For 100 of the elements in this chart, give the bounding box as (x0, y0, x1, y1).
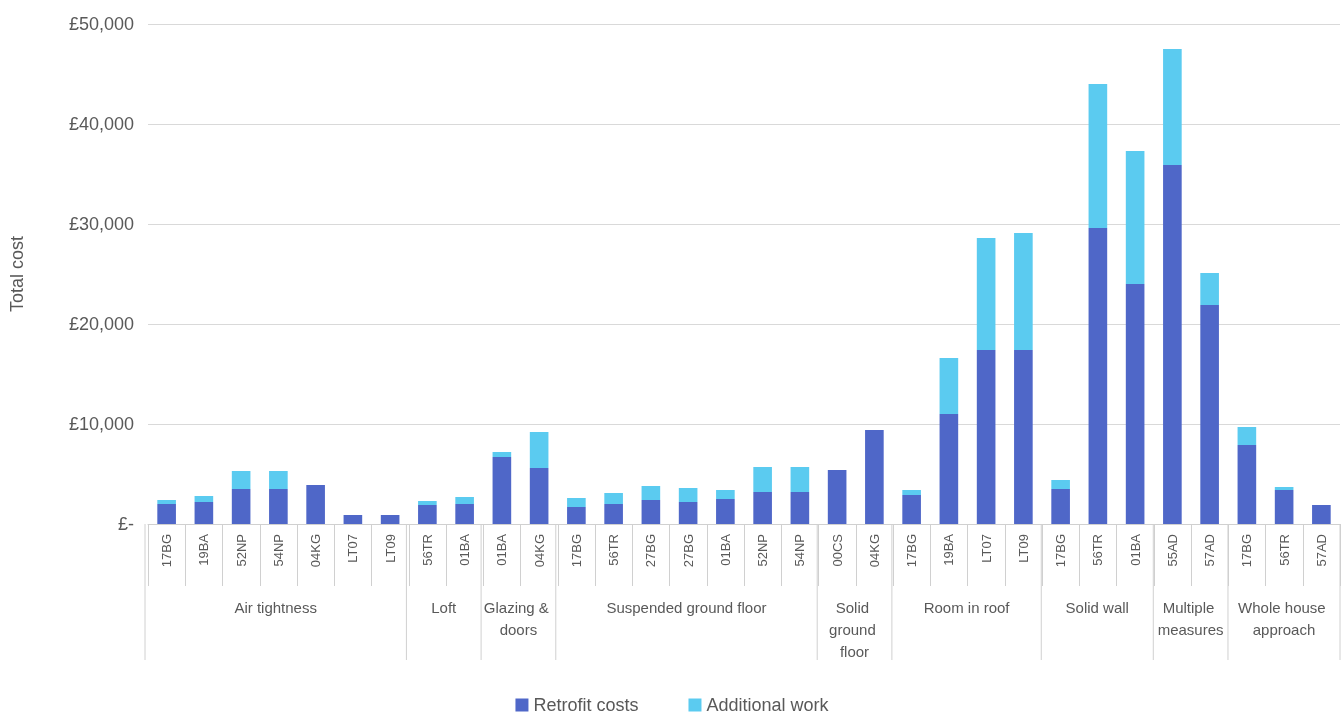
bar (976, 350, 996, 524)
bar (1200, 273, 1219, 305)
y-tick-label: £50,000 (68, 14, 134, 34)
x-tick-label: 04KG (308, 534, 324, 568)
bar (1200, 305, 1219, 524)
y-tick-label: £- (117, 514, 134, 534)
x-tick-label: 17BG (159, 534, 175, 568)
x-tick-label: 52NP (233, 534, 249, 567)
bar (1088, 228, 1108, 524)
bar (418, 501, 437, 505)
text: Room in roof (923, 598, 1011, 616)
bar (641, 486, 661, 500)
bar (231, 489, 251, 524)
x-tick-label: 56TR (606, 534, 622, 566)
x-tick-label: 00CS (829, 533, 845, 567)
x-tick-label: 27BG (680, 534, 696, 568)
x-tick-label: 57AD (1202, 534, 1218, 567)
x-tick-label: 56TR (419, 534, 435, 566)
bar (790, 492, 810, 524)
bar (1274, 487, 1294, 490)
bar (1088, 84, 1108, 228)
bar (604, 493, 623, 504)
x-tick-label: 54NP (792, 534, 808, 567)
text: Solid ground floor (829, 598, 880, 660)
bar (1051, 489, 1070, 524)
bar (1125, 151, 1145, 284)
x-tick-label: 56TR (1276, 534, 1292, 566)
bar (604, 504, 623, 524)
bar (641, 500, 661, 524)
y-tick-label: £30,000 (68, 214, 134, 234)
x-tick-label: 04KG (531, 534, 547, 568)
x-tick-label: 54NP (270, 534, 286, 567)
x-tick-label: LT07 (978, 534, 994, 563)
bar (492, 452, 512, 457)
bar (865, 430, 884, 524)
bar (1237, 427, 1257, 445)
bar (678, 488, 698, 502)
bar (1274, 490, 1294, 524)
bar (418, 505, 437, 524)
bar (1163, 49, 1182, 165)
x-tick-label: 55AD (1164, 534, 1180, 567)
y-tick-label: £10,000 (68, 414, 134, 434)
bar (902, 495, 921, 524)
x-tick-label: 01BA (494, 533, 510, 566)
bar (492, 457, 512, 524)
text: Multiple measures (1157, 598, 1224, 638)
bar (678, 502, 698, 524)
y-tick-label: £40,000 (68, 114, 134, 134)
bar (269, 471, 288, 489)
x-tick-label: 01BA (1127, 533, 1143, 566)
x-tick-label: LT07 (345, 534, 361, 563)
x-tick-label: LT09 (382, 534, 398, 563)
x-tick-label: 27BG (643, 534, 659, 568)
y-tick-label: £20,000 (68, 314, 134, 334)
bar (529, 432, 549, 468)
bar (194, 496, 214, 502)
bar (343, 515, 363, 524)
bar (231, 471, 251, 489)
bar (827, 470, 847, 524)
x-tick-label: LT09 (1015, 534, 1031, 563)
bar (157, 500, 176, 504)
bar (157, 504, 176, 524)
bar (716, 499, 735, 524)
bar (455, 497, 474, 504)
bar (753, 467, 772, 492)
bar (1163, 165, 1182, 524)
x-tick-label: 56TR (1090, 534, 1106, 566)
legend-label: Retrofit costs (533, 695, 639, 715)
x-tick-label: 01BA (717, 533, 733, 566)
y-axis-title: Total cost (7, 235, 27, 313)
text: Whole house approach (1238, 598, 1330, 638)
bar (790, 467, 810, 492)
bar (1014, 350, 1033, 524)
x-tick-label: 17BG (1053, 534, 1069, 568)
text: Glazing & doors (483, 598, 554, 638)
bar (753, 492, 772, 524)
bar (455, 504, 474, 524)
x-tick-label: 17BG (1239, 534, 1255, 568)
bar (194, 502, 214, 524)
bar (567, 507, 586, 524)
x-tick-label: 17BG (568, 534, 584, 568)
bar (1051, 480, 1070, 489)
x-tick-label: 19BA (941, 533, 957, 566)
legend-label: Additional work (706, 695, 830, 715)
bar (269, 489, 288, 524)
bar (976, 238, 996, 350)
x-tick-label: 17BG (904, 534, 920, 568)
x-tick-label: 52NP (755, 534, 771, 567)
bar (306, 485, 325, 524)
bar (567, 498, 586, 507)
bar (939, 414, 959, 524)
bar (1312, 505, 1331, 524)
bar (380, 515, 400, 524)
bar (1125, 284, 1145, 524)
x-tick-label: 01BA (457, 533, 473, 566)
bar (902, 490, 921, 495)
bar (1237, 445, 1257, 524)
text: Suspended ground floor (606, 598, 767, 616)
text: Air tightness (234, 598, 317, 616)
bar (1014, 233, 1033, 350)
